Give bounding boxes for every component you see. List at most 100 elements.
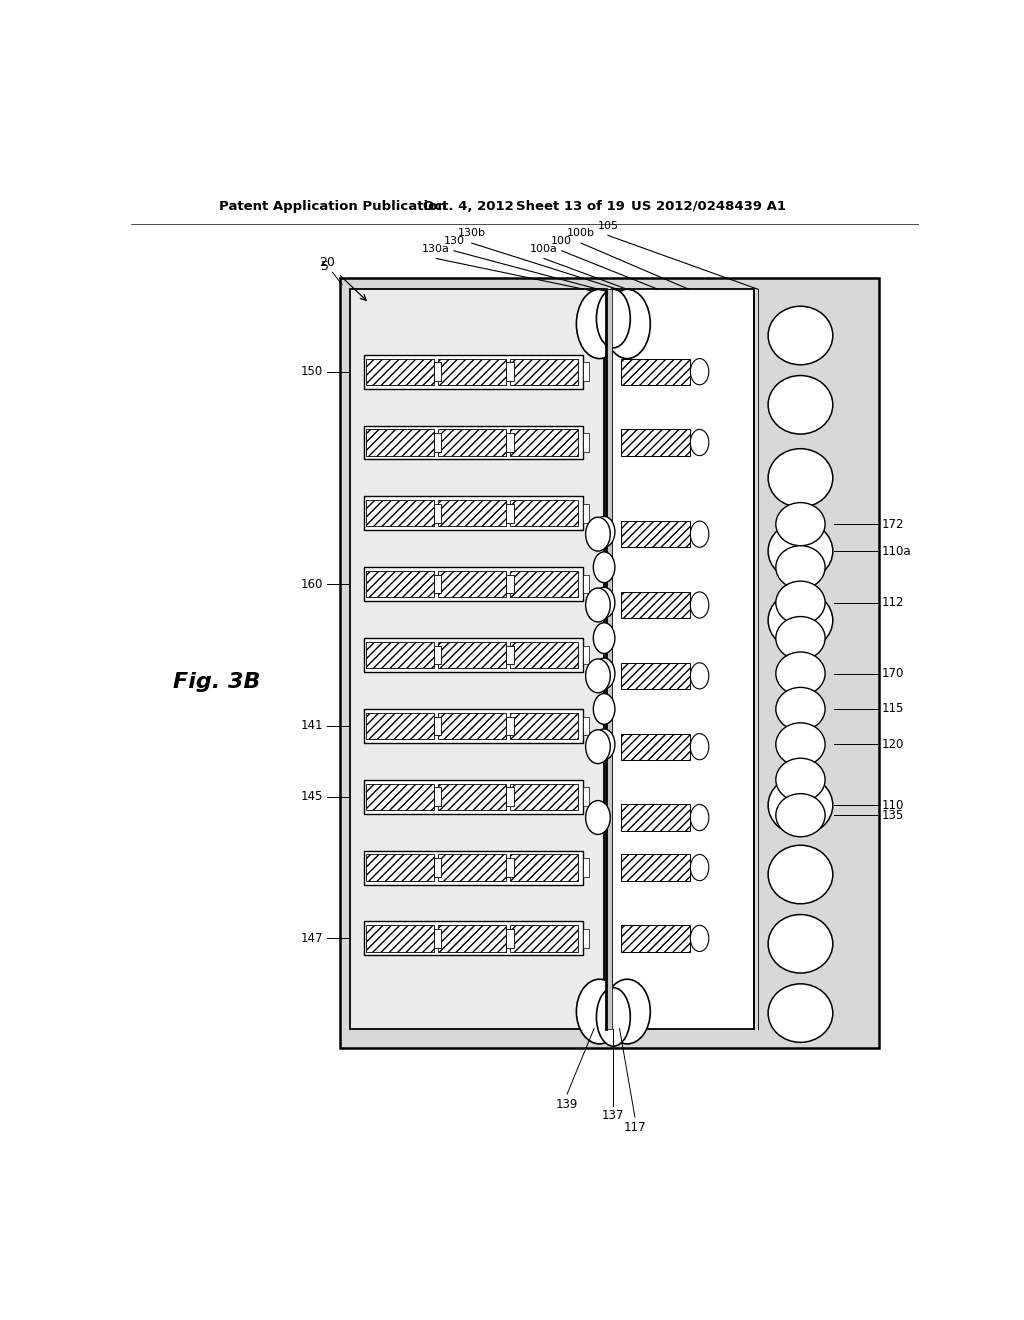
Ellipse shape bbox=[690, 359, 709, 385]
Bar bbox=[584, 576, 590, 594]
Bar bbox=[584, 929, 590, 948]
Bar bbox=[367, 713, 434, 739]
Ellipse shape bbox=[776, 652, 825, 696]
Bar bbox=[510, 925, 578, 952]
Bar bbox=[510, 359, 578, 385]
Ellipse shape bbox=[604, 979, 650, 1044]
Bar bbox=[438, 500, 506, 527]
Bar bbox=[584, 433, 590, 451]
Bar bbox=[621, 429, 690, 455]
Bar bbox=[506, 929, 513, 948]
Ellipse shape bbox=[596, 289, 631, 348]
Text: Fig. 3B: Fig. 3B bbox=[173, 672, 260, 692]
Text: 170: 170 bbox=[882, 667, 904, 680]
Text: Sheet 13 of 19: Sheet 13 of 19 bbox=[515, 199, 625, 213]
Bar bbox=[621, 521, 690, 548]
Bar bbox=[611, 289, 755, 1028]
Bar bbox=[510, 854, 578, 880]
Ellipse shape bbox=[768, 306, 833, 364]
Ellipse shape bbox=[596, 987, 631, 1047]
Ellipse shape bbox=[768, 521, 833, 581]
Ellipse shape bbox=[776, 545, 825, 589]
Bar bbox=[364, 425, 584, 459]
Ellipse shape bbox=[776, 581, 825, 624]
Bar bbox=[584, 504, 590, 523]
Bar bbox=[584, 717, 590, 735]
Text: 145: 145 bbox=[301, 791, 323, 804]
Text: 130: 130 bbox=[443, 236, 465, 246]
Text: 141: 141 bbox=[301, 719, 323, 733]
Ellipse shape bbox=[593, 623, 614, 653]
Ellipse shape bbox=[776, 758, 825, 801]
Bar bbox=[438, 572, 506, 597]
Ellipse shape bbox=[690, 925, 709, 952]
Bar bbox=[434, 433, 441, 451]
Ellipse shape bbox=[690, 854, 709, 880]
Text: 115: 115 bbox=[882, 702, 904, 715]
Bar bbox=[367, 429, 434, 455]
Bar bbox=[621, 591, 690, 618]
Bar bbox=[506, 788, 513, 807]
Text: 5: 5 bbox=[321, 260, 329, 273]
Ellipse shape bbox=[768, 983, 833, 1043]
Bar bbox=[434, 504, 441, 523]
Text: Patent Application Publication: Patent Application Publication bbox=[219, 199, 446, 213]
Ellipse shape bbox=[776, 723, 825, 766]
Bar bbox=[364, 496, 584, 531]
Bar bbox=[438, 429, 506, 455]
Bar bbox=[506, 363, 513, 381]
Bar bbox=[438, 713, 506, 739]
Bar bbox=[364, 921, 584, 956]
Bar bbox=[510, 642, 578, 668]
Bar bbox=[438, 784, 506, 809]
Bar bbox=[621, 925, 690, 952]
Bar bbox=[364, 355, 584, 388]
Ellipse shape bbox=[593, 552, 614, 582]
Ellipse shape bbox=[577, 289, 623, 359]
Ellipse shape bbox=[768, 776, 833, 834]
Ellipse shape bbox=[593, 516, 614, 548]
Bar bbox=[510, 784, 578, 809]
Ellipse shape bbox=[768, 449, 833, 507]
Text: 172: 172 bbox=[882, 517, 904, 531]
Bar bbox=[584, 645, 590, 664]
Ellipse shape bbox=[577, 979, 623, 1044]
Bar bbox=[434, 858, 441, 876]
Bar bbox=[510, 429, 578, 455]
Text: 130a: 130a bbox=[422, 244, 451, 253]
Bar bbox=[434, 363, 441, 381]
Bar bbox=[367, 784, 434, 809]
Ellipse shape bbox=[690, 734, 709, 760]
Bar bbox=[621, 804, 690, 830]
Bar bbox=[506, 504, 513, 523]
Ellipse shape bbox=[690, 591, 709, 618]
Bar bbox=[364, 568, 584, 601]
Ellipse shape bbox=[776, 793, 825, 837]
Bar bbox=[438, 642, 506, 668]
Text: 112: 112 bbox=[882, 597, 904, 610]
Ellipse shape bbox=[768, 375, 833, 434]
Bar bbox=[434, 788, 441, 807]
Text: 150: 150 bbox=[301, 366, 323, 379]
Ellipse shape bbox=[593, 693, 614, 725]
Bar bbox=[340, 277, 879, 1048]
Ellipse shape bbox=[776, 616, 825, 660]
Text: 100b: 100b bbox=[567, 228, 595, 239]
Ellipse shape bbox=[604, 289, 650, 359]
Ellipse shape bbox=[593, 587, 614, 618]
Bar bbox=[506, 576, 513, 594]
Bar bbox=[510, 713, 578, 739]
Bar bbox=[350, 289, 604, 1028]
Text: 105: 105 bbox=[597, 220, 618, 231]
Text: 100: 100 bbox=[551, 236, 572, 246]
Bar bbox=[367, 925, 434, 952]
Ellipse shape bbox=[768, 915, 833, 973]
Bar bbox=[434, 717, 441, 735]
Bar bbox=[621, 359, 690, 385]
Text: 135: 135 bbox=[882, 809, 903, 822]
Bar bbox=[510, 500, 578, 527]
Ellipse shape bbox=[586, 659, 610, 693]
Bar bbox=[510, 572, 578, 597]
Text: 139: 139 bbox=[556, 1098, 579, 1111]
Bar bbox=[434, 929, 441, 948]
